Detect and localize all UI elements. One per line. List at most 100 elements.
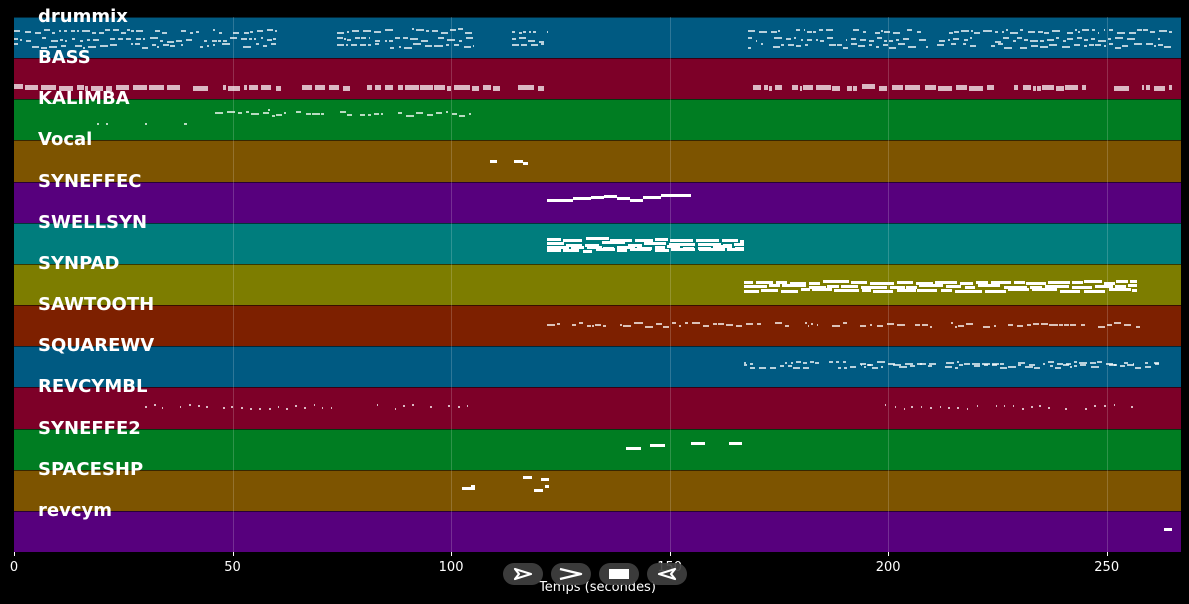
note-squarewv [928, 365, 933, 367]
note-drummix [232, 31, 239, 34]
note-drummix [196, 30, 199, 33]
play-button[interactable] [551, 563, 591, 585]
note-drummix [528, 30, 531, 33]
note-drummix [842, 46, 849, 49]
note-spaceshp [470, 484, 476, 488]
note-synpad [1013, 281, 1025, 285]
note-synpad [823, 279, 849, 283]
note-drummix [541, 42, 545, 45]
note-squarewv [843, 366, 848, 369]
note-drummix [25, 39, 31, 42]
note-squarewv [780, 364, 784, 367]
note-drummix [51, 39, 58, 42]
note-revcymbl [412, 404, 414, 407]
note-drummix [884, 40, 888, 43]
note-synpad [812, 288, 832, 292]
note-bass [14, 84, 23, 90]
note-drummix [125, 37, 132, 40]
note-synpad [1115, 285, 1127, 289]
note-squarewv [784, 361, 788, 364]
note-swellsyn [654, 246, 666, 250]
note-swellsyn [713, 245, 733, 249]
note-squarewv [863, 365, 866, 368]
note-squarewv [1055, 366, 1062, 369]
note-bass [397, 85, 404, 91]
note-drummix [1116, 32, 1125, 35]
note-drummix [1084, 44, 1087, 47]
x-tick [1106, 552, 1108, 556]
note-sawtooth [914, 324, 921, 327]
note-sawtooth [1070, 324, 1077, 327]
note-drummix [49, 45, 58, 48]
note-drummix [1092, 28, 1095, 31]
rewind-button[interactable] [647, 563, 687, 585]
note-sawtooth [887, 323, 894, 326]
note-drummix [43, 29, 51, 32]
note-bass [24, 84, 38, 90]
note-drummix [446, 44, 449, 47]
note-kalimba [397, 111, 403, 114]
note-drummix [960, 29, 969, 32]
note-bass [518, 84, 534, 90]
track-lane-swellsyn [14, 222, 1181, 264]
note-drummix [351, 30, 359, 33]
note-drummix [74, 44, 82, 47]
track-label-revcymbl: REVCYMBL [38, 376, 148, 398]
note-drummix [1082, 29, 1089, 32]
track-lane-syneffec [14, 181, 1181, 223]
note-drummix [345, 44, 349, 47]
note-drummix [472, 45, 475, 48]
note-synpad [919, 284, 943, 288]
note-sawtooth [736, 324, 743, 327]
note-kalimba [184, 123, 187, 125]
note-synpad [781, 284, 806, 288]
note-bass [483, 84, 492, 90]
note-drummix [1010, 31, 1019, 34]
note-drummix [337, 36, 343, 39]
note-revcymbl [1065, 407, 1067, 410]
note-squarewv [815, 361, 819, 364]
note-drummix [836, 43, 842, 46]
note-squarewv [1062, 363, 1069, 366]
note-synpad [1072, 285, 1093, 289]
note-drummix [825, 29, 834, 32]
note-revcymbl [154, 404, 156, 407]
note-drummix [360, 44, 366, 47]
note-synpad [1094, 284, 1114, 288]
note-sawtooth [718, 322, 724, 325]
note-revcymbl [1094, 405, 1096, 408]
note-drummix [969, 44, 976, 47]
note-drummix [1114, 46, 1121, 49]
note-synpad [1132, 289, 1138, 293]
note-drummix [1108, 38, 1111, 41]
note-squarewv [956, 361, 960, 364]
note-drummix [1091, 37, 1096, 40]
note-sawtooth [1107, 323, 1112, 326]
note-bass [405, 85, 419, 91]
note-drummix [243, 45, 252, 48]
note-drummix [98, 31, 104, 34]
note-kalimba [380, 112, 383, 115]
play-outline-button[interactable] [503, 563, 543, 585]
note-swellsyn [563, 238, 583, 242]
note-drummix [256, 30, 263, 33]
note-drummix [1121, 44, 1128, 47]
note-drummix [267, 28, 274, 31]
note-squarewv [743, 364, 747, 367]
note-synpad [756, 280, 773, 284]
note-bass [76, 85, 84, 91]
note-synpad [827, 285, 839, 289]
note-synpad [790, 281, 806, 285]
note-revcymbl [995, 405, 998, 408]
note-drummix [1097, 39, 1106, 42]
note-swellsyn [668, 243, 695, 247]
note-squarewv [919, 363, 926, 366]
note-squarewv [917, 362, 923, 365]
stop-button[interactable] [599, 563, 639, 585]
note-bass [764, 84, 768, 90]
note-synpad [977, 283, 1001, 287]
note-bass [1022, 84, 1032, 90]
track-label-kalimba: KALIMBA [38, 88, 130, 110]
note-drummix [411, 28, 415, 31]
note-sawtooth [897, 323, 905, 326]
